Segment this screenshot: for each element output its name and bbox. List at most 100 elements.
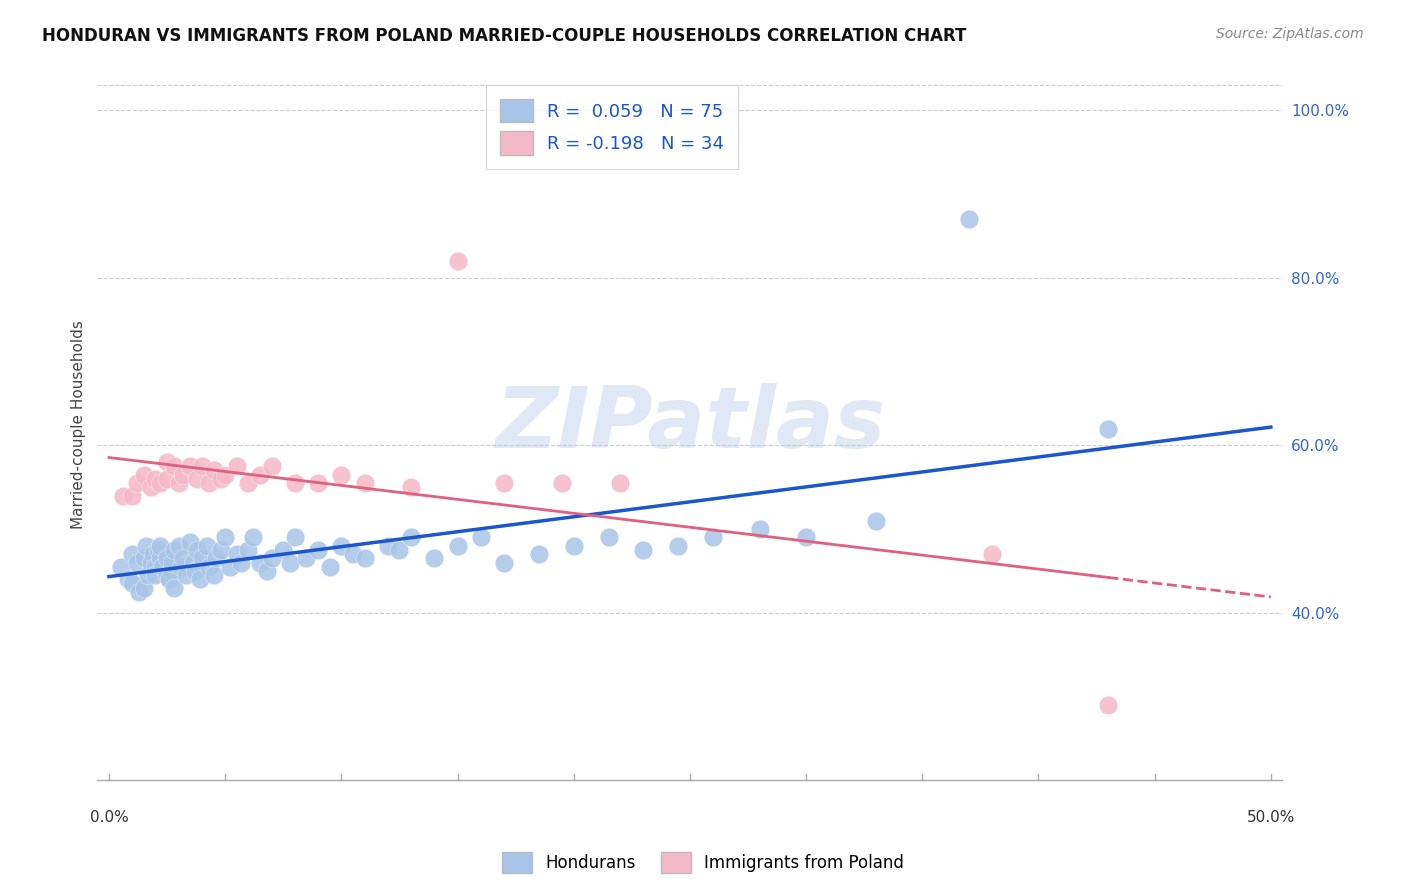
Point [330,539,353,553]
Point [110,559,132,574]
Point [225,547,247,561]
Point [117,572,139,586]
Point [470,530,492,544]
Text: 50.0%: 50.0% [1247,810,1295,824]
Point [191,551,214,566]
Point [149,551,172,566]
Point [149,475,172,490]
Point [174,568,197,582]
Text: Source: ZipAtlas.com: Source: ZipAtlas.com [1216,27,1364,41]
Point [319,559,342,574]
Point [492,556,515,570]
Point [142,547,165,561]
Point [163,543,186,558]
Point [179,459,201,474]
Point [146,543,169,558]
Text: 0.0%: 0.0% [90,810,128,824]
Point [231,556,253,570]
Point [260,551,283,566]
Point [167,539,190,553]
Point [423,551,446,566]
Point [492,475,515,490]
Point [633,543,655,558]
Point [138,568,160,582]
Point [121,576,143,591]
Point [188,572,211,586]
Point [214,530,236,544]
Point [353,475,375,490]
Point [957,212,980,227]
Point [249,556,271,570]
Point [170,559,193,574]
Point [865,514,887,528]
Point [446,539,468,553]
Legend: R =  0.059   N = 75, R = -0.198   N = 34: R = 0.059 N = 75, R = -0.198 N = 34 [485,85,738,169]
Point [295,551,318,566]
Point [191,459,214,474]
Point [981,547,1004,561]
Point [446,254,468,268]
Point [330,467,353,482]
Point [139,480,162,494]
Point [702,530,724,544]
Legend: Hondurans, Immigrants from Poland: Hondurans, Immigrants from Poland [495,846,911,880]
Point [157,572,180,586]
Point [149,539,172,553]
Point [377,539,399,553]
Point [399,480,422,494]
Point [238,475,260,490]
Point [156,472,179,486]
Point [184,564,207,578]
Point [132,551,155,566]
Point [209,472,232,486]
Point [598,530,620,544]
Point [202,568,225,582]
Point [399,530,422,544]
Point [145,568,167,582]
Point [172,467,194,482]
Point [214,467,236,482]
Point [125,475,148,490]
Point [195,539,218,553]
Point [209,543,232,558]
Point [156,568,179,582]
Point [1097,698,1119,712]
Point [160,556,183,570]
Point [132,581,155,595]
Point [527,547,550,561]
Point [111,489,134,503]
Point [121,547,143,561]
Point [794,530,817,544]
Point [128,584,150,599]
Point [284,530,307,544]
Point [186,472,208,486]
Point [238,543,260,558]
Point [353,551,375,566]
Point [198,475,221,490]
Point [342,547,364,561]
Point [260,459,283,474]
Text: HONDURAN VS IMMIGRANTS FROM POLAND MARRIED-COUPLE HOUSEHOLDS CORRELATION CHART: HONDURAN VS IMMIGRANTS FROM POLAND MARRI… [42,27,966,45]
Point [181,556,204,570]
Point [202,463,225,477]
Point [121,489,143,503]
Y-axis label: Married-couple Households: Married-couple Households [72,320,86,529]
Point [132,467,155,482]
Point [278,556,301,570]
Point [388,543,411,558]
Point [145,559,167,574]
Point [139,556,162,570]
Point [748,522,770,536]
Point [198,559,221,574]
Point [156,551,179,566]
Point [152,559,174,574]
Point [256,564,278,578]
Point [249,467,271,482]
Point [242,530,264,544]
Point [172,551,194,566]
Point [135,539,157,553]
Point [307,475,329,490]
Point [271,543,294,558]
Point [218,559,240,574]
Point [125,556,148,570]
